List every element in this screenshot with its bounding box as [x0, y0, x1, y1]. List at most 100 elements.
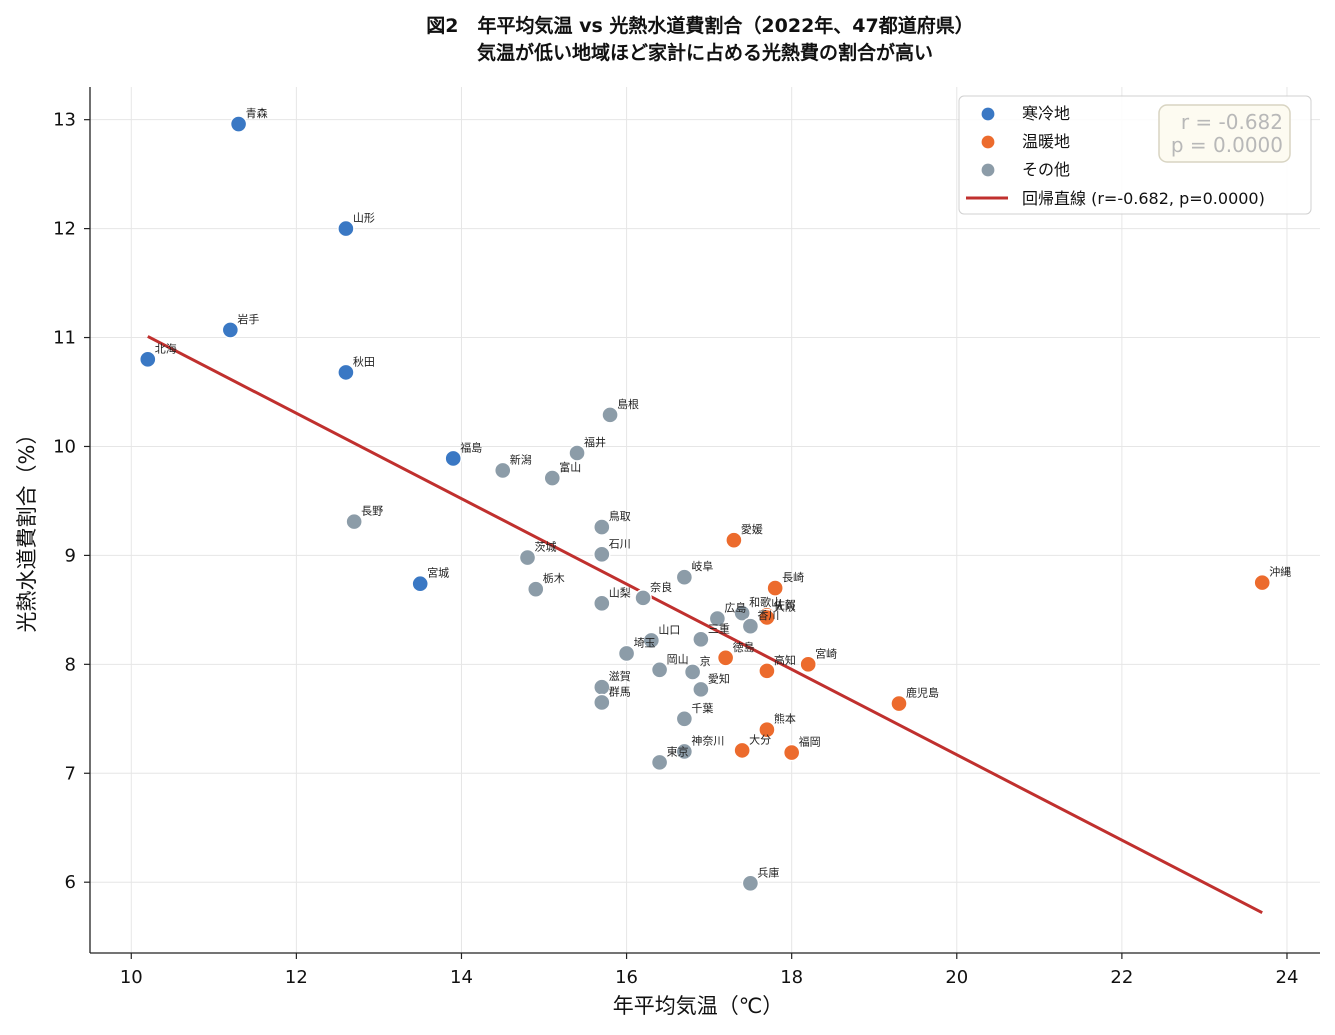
scatter-point-other	[650, 753, 669, 772]
point-label: 沖縄	[1269, 565, 1291, 579]
point-label: 鹿児島	[906, 686, 939, 700]
scatter-point-cold	[337, 363, 355, 382]
chart-subtitle: 気温が低い地域ほど家計に占める光熱費の割合が高い	[477, 41, 933, 64]
legend-label-warm: 温暖地	[1022, 132, 1070, 151]
scatter-point-cold	[444, 449, 462, 468]
y-tick-label: 7	[65, 763, 76, 784]
x-tick-label: 18	[780, 967, 803, 988]
y-tick-label: 8	[65, 654, 76, 675]
x-tick-label: 24	[1276, 967, 1299, 988]
legend-label-other: その他	[1022, 160, 1070, 179]
y-tick-label: 11	[53, 328, 76, 349]
point-label: 山口	[658, 623, 680, 636]
stats-box-frame	[1158, 104, 1291, 163]
scatter-point-other	[494, 461, 512, 480]
x-tick-label: 16	[615, 967, 638, 988]
point-label: 山梨	[609, 585, 631, 599]
scatter-point-cold	[337, 219, 355, 238]
scatter-point-warm	[758, 662, 776, 680]
correlation-stats-box: r = -0.682 p = 0.0000	[1158, 104, 1291, 163]
scatter-point-other	[568, 444, 586, 462]
point-label: 神奈川	[691, 733, 724, 747]
point-label: 山形	[353, 212, 375, 225]
point-label: 奈良	[650, 580, 672, 594]
scatter-point-warm	[782, 743, 801, 762]
point-label: 岡山	[667, 653, 689, 666]
x-tick-label: 12	[285, 967, 308, 988]
x-tick-label: 14	[450, 967, 473, 988]
point-label: 福島	[460, 440, 482, 454]
point-label: 滋賀	[609, 670, 631, 683]
y-tick-label: 12	[53, 219, 76, 240]
point-label: 岩手	[237, 312, 259, 326]
point-label: 佐賀	[774, 597, 796, 611]
y-tick-label: 10	[53, 436, 76, 457]
point-label: 石川	[609, 537, 631, 550]
axes	[89, 87, 1320, 954]
stats-r-value: r = -0.682	[1181, 110, 1283, 134]
scatter-point-warm	[766, 579, 784, 597]
x-tick-label: 10	[120, 967, 143, 988]
point-label: 愛媛	[741, 522, 763, 536]
grid-lines	[90, 87, 1320, 953]
regression-line	[147, 335, 1263, 915]
scatter-point-cold	[411, 575, 429, 593]
point-label: 三重	[708, 621, 730, 635]
point-label: 高知	[774, 653, 796, 667]
point-label: 広島	[724, 601, 746, 615]
point-label: 大阪	[774, 599, 796, 613]
scatter-point-other	[675, 710, 694, 728]
legend-label-cold: 寒冷地	[1022, 104, 1070, 123]
scatter-point-other	[593, 678, 611, 696]
stats-p-value: p = 0.0000	[1171, 133, 1283, 157]
scatter-point-other	[518, 548, 537, 567]
scatter-point-other	[683, 663, 702, 681]
scatter-point-other	[733, 604, 751, 622]
scatter-point-other	[617, 644, 636, 663]
scatter-point-warm	[716, 649, 735, 667]
point-label: 栃木	[543, 571, 565, 585]
point-label: 福井	[584, 435, 606, 449]
x-tick-label: 20	[945, 967, 968, 988]
scatter-point-other	[675, 742, 694, 761]
point-label: 愛知	[708, 671, 730, 685]
scatter-point-other	[708, 609, 727, 628]
scatter-point-other	[634, 589, 652, 607]
data-points	[139, 115, 1271, 892]
scatter-point-warm	[799, 655, 817, 674]
scatter-point-cold	[221, 321, 240, 339]
point-label: 東京	[667, 744, 689, 758]
scatter-point-other	[675, 568, 694, 586]
scatter-point-other	[741, 617, 760, 635]
y-tick-label: 9	[65, 545, 76, 566]
point-label: 富山	[559, 460, 581, 474]
legend-marker-cold	[980, 106, 996, 122]
point-label: 新潟	[510, 452, 532, 466]
point-label: 北海	[155, 341, 177, 355]
y-axis-label: 光熱水道費割合（%）	[15, 424, 39, 633]
point-label: 和歌山	[749, 595, 782, 609]
y-ticks: 6 7 8 9 10 11 12 13	[53, 110, 90, 893]
scatter-point-other	[692, 630, 710, 648]
scatter-point-other	[345, 512, 363, 531]
scatter-point-warm	[758, 608, 776, 627]
scatter-point-other	[601, 406, 619, 424]
scatter-point-cold	[229, 115, 248, 133]
scatter-point-other	[642, 631, 661, 650]
y-tick-label: 13	[53, 110, 76, 131]
regression-line-group	[147, 335, 1263, 915]
scatter-point-other	[593, 594, 611, 613]
point-label: 徳島	[733, 640, 755, 654]
point-label: 千葉	[691, 701, 713, 715]
point-label: 岐阜	[691, 560, 713, 573]
point-label: 青森	[246, 106, 268, 120]
point-label: 秋田	[353, 354, 375, 368]
point-label: 茨城	[535, 540, 557, 554]
point-label: 埼玉	[634, 635, 656, 649]
y-tick-label: 6	[65, 872, 76, 893]
legend-marker-warm	[980, 134, 996, 150]
scatter-point-other	[593, 693, 611, 712]
scatter-point-other	[527, 580, 545, 598]
